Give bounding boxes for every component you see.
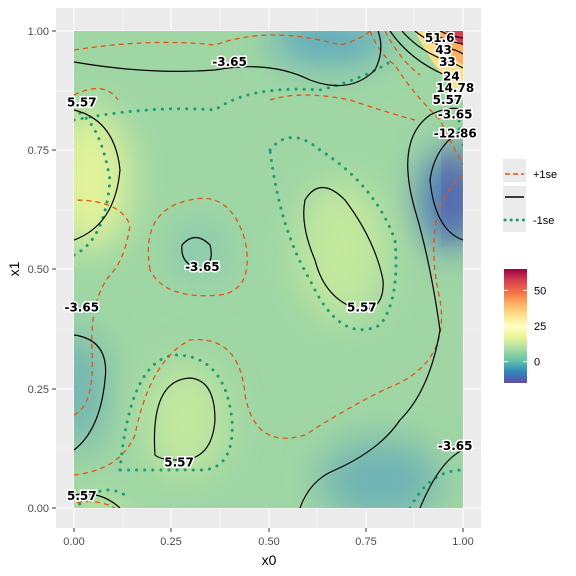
y-tick-label: 0.25 [28, 384, 49, 396]
contour-line [389, 31, 463, 86]
minus-1se-contours [74, 60, 463, 508]
contour-line [74, 493, 121, 508]
contour-line [303, 186, 384, 311]
contour-line [181, 236, 212, 269]
x-axis-title: x0 [262, 552, 277, 568]
contour-label: -12.86 [434, 127, 477, 141]
contour-label: 43 [435, 43, 452, 57]
colorbar-gradient [504, 269, 527, 383]
y-tick-label: 0.50 [28, 264, 49, 276]
colorbar-ticks: 50 25 0 [504, 285, 546, 369]
colorbar-tick-label: 25 [534, 321, 546, 333]
x-tick-label: 1.00 [452, 536, 473, 548]
contour-label: -3.65 [64, 301, 99, 315]
contour-label: -3.65 [185, 260, 220, 274]
contour-label: 33 [439, 55, 456, 69]
contour-label: 5.57 [67, 96, 97, 110]
x-axis [73, 528, 464, 532]
contour-label: 5.57 [164, 456, 194, 470]
x-tick-labels: 0.00 0.25 0.50 0.75 1.00 [63, 536, 473, 548]
contour-line [401, 31, 463, 69]
line-legend: +1se -1se [503, 159, 557, 232]
contour-label: -3.65 [212, 55, 247, 69]
contour-fill [74, 31, 463, 508]
plus-1se-contours [74, 31, 463, 508]
contour-label: 5.57 [347, 301, 377, 315]
contour-label: 5.57 [67, 489, 97, 503]
legend-label-minus-1se: -1se [533, 215, 554, 227]
contour-line [419, 449, 463, 508]
contour-line [299, 107, 463, 508]
contour-line [427, 31, 463, 45]
contour-label: -3.65 [438, 107, 473, 121]
x-tick-label: 0.00 [63, 536, 84, 548]
contour-line [74, 109, 121, 241]
contour-line [74, 31, 382, 87]
contour-line [414, 31, 463, 55]
contour-line [153, 377, 216, 461]
x-tick-label: 0.50 [258, 536, 279, 548]
y-axis-title: x1 [6, 261, 22, 276]
y-tick-label: 1.00 [28, 26, 49, 38]
contour-label: 24 [443, 69, 460, 83]
colorbar: 50 25 0 [504, 269, 546, 383]
legend-key-bg [503, 209, 526, 232]
contour-line [429, 129, 463, 241]
y-tick-label: 0.00 [28, 503, 49, 515]
colorbar-tick-label: 50 [534, 285, 546, 297]
contour-label: 5.57 [433, 93, 463, 107]
contour-label: 51.6 [425, 31, 455, 45]
y-tick-label: 0.75 [28, 145, 49, 157]
estimate-contours [74, 31, 463, 508]
contour-label: -3.65 [438, 439, 473, 453]
contour-labels: -3.655.57-3.655.57-3.655.575.57-3.655.57… [63, 30, 478, 505]
x-tick-label: 0.25 [160, 536, 181, 548]
y-axis [52, 30, 56, 509]
contour-label: 14.78 [436, 81, 474, 95]
contour-line [74, 334, 107, 451]
x-tick-label: 0.75 [355, 536, 376, 548]
contour-line [439, 31, 463, 39]
y-tick-labels: 0.00 0.25 0.50 0.75 1.00 [28, 26, 49, 515]
colorbar-tick-label: 0 [534, 357, 540, 369]
legend-key-bg [503, 159, 526, 182]
legend-label-plus-1se: +1se [533, 169, 557, 181]
